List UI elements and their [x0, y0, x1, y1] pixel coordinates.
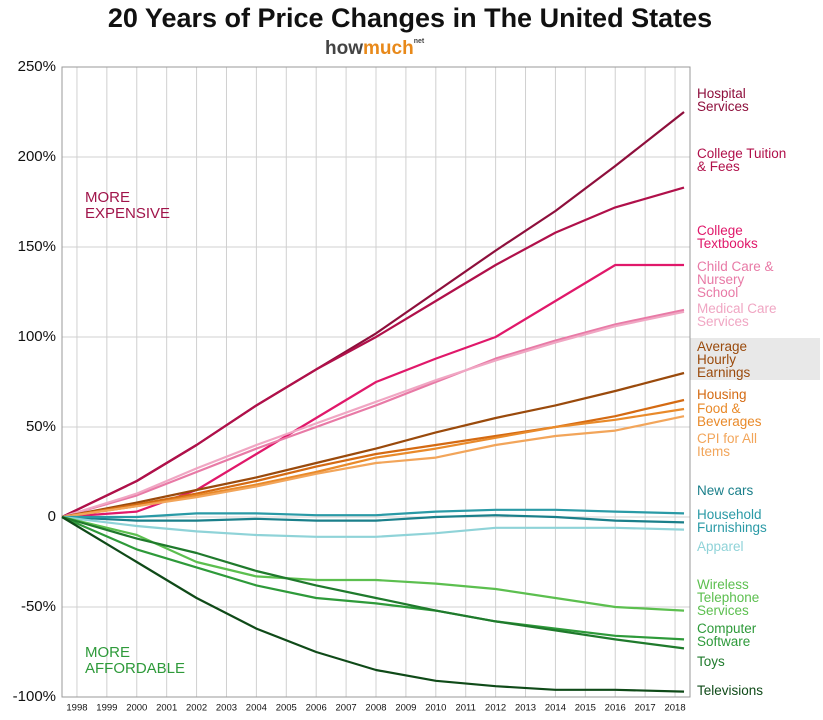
series-line	[61, 310, 685, 519]
series-line	[61, 263, 685, 519]
y-tick-label: -50%	[21, 598, 56, 615]
x-tick-label: 2001	[156, 703, 177, 714]
x-tick-label: 2000	[126, 703, 147, 714]
legend-label: New cars	[697, 483, 754, 498]
legend-label: College Tuition & Fees	[697, 146, 787, 174]
legend-label: Child Care & Nursery School	[697, 259, 774, 300]
y-tick-label: 250%	[18, 58, 56, 75]
series-line	[61, 515, 685, 612]
x-tick-label: 2013	[515, 703, 536, 714]
x-tick-label: 2005	[276, 703, 297, 714]
legend-label: Hospital Services	[697, 86, 749, 114]
x-tick-label: 2006	[306, 703, 327, 714]
series-line	[62, 508, 685, 519]
x-tick-label: 1998	[66, 703, 87, 714]
y-tick-label: 100%	[18, 328, 56, 345]
legend-label: College Textbooks	[697, 223, 758, 251]
annotation: MORE EXPENSIVE	[85, 189, 171, 222]
series-line	[61, 515, 685, 538]
x-tick-label: 2016	[605, 703, 626, 714]
y-tick-label: 0	[48, 508, 56, 525]
logo-net: net	[414, 38, 425, 45]
x-tick-label: 2007	[336, 703, 357, 714]
y-tick-label: -100%	[13, 688, 56, 705]
series-line	[61, 514, 685, 524]
x-tick-label: 2017	[635, 703, 656, 714]
x-tick-label: 2002	[186, 703, 207, 714]
legend-label: Average Hourly Earnings	[697, 339, 751, 380]
x-tick-label: 2015	[575, 703, 596, 714]
x-tick-label: 2004	[246, 703, 267, 714]
legend-label: Medical Care Services	[697, 301, 777, 329]
x-tick-label: 2014	[545, 703, 566, 714]
legend-label: Televisions	[697, 683, 764, 698]
highlight	[690, 338, 820, 380]
logo-how: how	[325, 38, 363, 59]
series-line	[61, 407, 685, 519]
series-line	[61, 186, 685, 518]
legend-label: Food & Beverages	[697, 401, 762, 429]
y-tick-label: 50%	[26, 418, 56, 435]
y-tick-label: 150%	[18, 238, 56, 255]
x-tick-label: 2018	[664, 703, 685, 714]
series-line	[61, 516, 685, 693]
legend-label: Computer Software	[697, 621, 757, 649]
legend-label: CPI for All Items	[697, 431, 758, 459]
x-tick-label: 2008	[365, 703, 386, 714]
legend-label: Wireless Telephone Services	[697, 577, 760, 618]
logo-much: much	[363, 38, 414, 59]
series-line	[61, 398, 685, 519]
chart-title: 20 Years of Price Changes in The United …	[108, 3, 712, 33]
legend-label: Apparel	[697, 539, 744, 554]
annotation: MORE AFFORDABLE	[85, 644, 186, 677]
logo: howmuchnet	[325, 38, 425, 59]
x-tick-label: 2010	[425, 703, 446, 714]
x-tick-label: 2011	[455, 703, 475, 714]
x-tick-label: 2003	[216, 703, 237, 714]
plot-frame	[61, 66, 691, 698]
legend-label: Housing	[697, 387, 747, 402]
series-line	[61, 515, 685, 641]
series-line	[61, 308, 685, 519]
x-tick-label: 2012	[485, 703, 506, 714]
x-tick-label: 1999	[96, 703, 117, 714]
x-tick-label: 2009	[395, 703, 416, 714]
series-line	[61, 415, 685, 519]
legend-label: Household Furnishings	[697, 507, 767, 535]
series-line	[61, 371, 685, 519]
y-tick-label: 200%	[18, 148, 56, 165]
legend-label: Toys	[697, 654, 725, 669]
series-line	[61, 111, 685, 518]
series-line	[61, 515, 685, 650]
